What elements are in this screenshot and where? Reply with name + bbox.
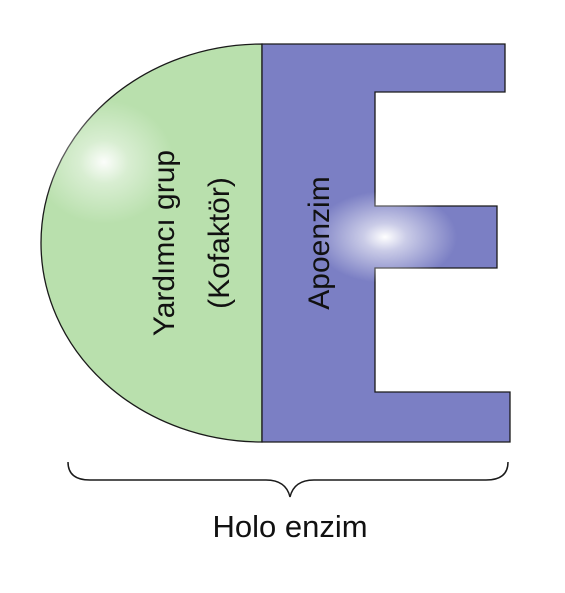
apoenzyme-highlight: [313, 191, 457, 283]
holoenzyme-brace: [67, 461, 509, 498]
holoenzyme-label: Holo enzim: [212, 509, 367, 544]
apoenzyme-label: Apoenzim: [303, 176, 336, 309]
cofactor-label-line2: (Kofaktör): [203, 177, 236, 309]
cofactor-label-line1: Yardımcı grup: [148, 150, 181, 336]
cofactor-highlight: [34, 100, 174, 224]
